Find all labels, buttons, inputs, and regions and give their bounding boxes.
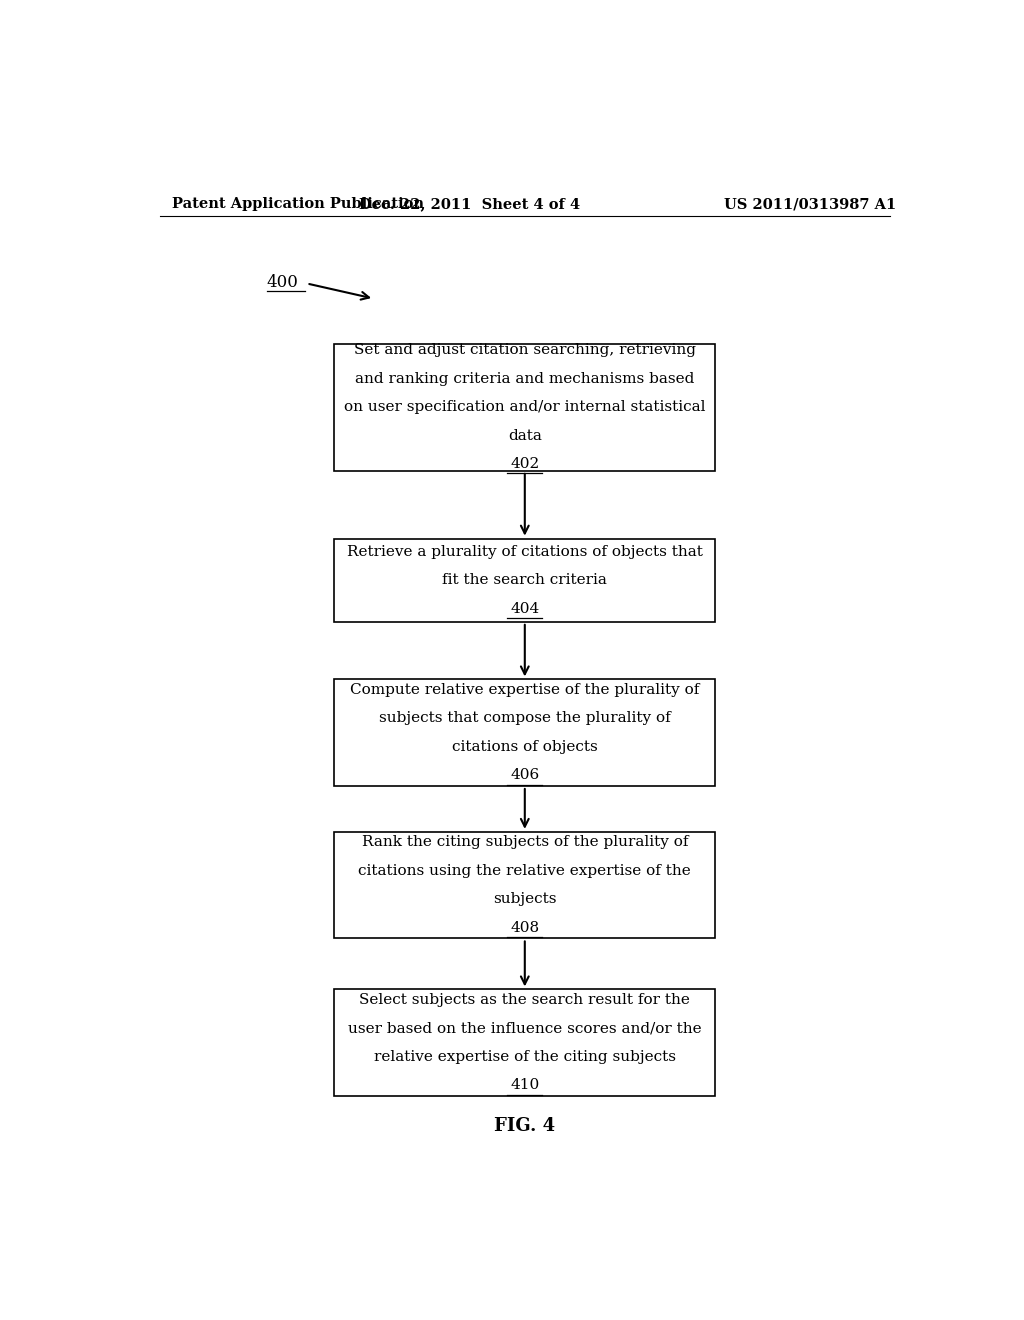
Text: subjects: subjects	[493, 892, 557, 907]
Text: fit the search criteria: fit the search criteria	[442, 573, 607, 587]
Text: Patent Application Publication: Patent Application Publication	[172, 197, 424, 211]
Text: Select subjects as the search result for the: Select subjects as the search result for…	[359, 993, 690, 1007]
Text: 408: 408	[510, 921, 540, 935]
Text: user based on the influence scores and/or the: user based on the influence scores and/o…	[348, 1022, 701, 1035]
FancyBboxPatch shape	[334, 832, 715, 939]
Text: Retrieve a plurality of citations of objects that: Retrieve a plurality of citations of obj…	[347, 545, 702, 558]
Text: 404: 404	[510, 602, 540, 615]
Text: 402: 402	[510, 457, 540, 471]
FancyBboxPatch shape	[334, 539, 715, 622]
Text: US 2011/0313987 A1: US 2011/0313987 A1	[724, 197, 897, 211]
Text: citations of objects: citations of objects	[452, 741, 598, 754]
Text: Compute relative expertise of the plurality of: Compute relative expertise of the plural…	[350, 682, 699, 697]
Text: on user specification and/or internal statistical: on user specification and/or internal st…	[344, 400, 706, 414]
Text: Dec. 22, 2011  Sheet 4 of 4: Dec. 22, 2011 Sheet 4 of 4	[358, 197, 580, 211]
Text: citations using the relative expertise of the: citations using the relative expertise o…	[358, 863, 691, 878]
Text: Rank the citing subjects of the plurality of: Rank the citing subjects of the pluralit…	[361, 836, 688, 850]
Text: data: data	[508, 429, 542, 444]
FancyBboxPatch shape	[334, 989, 715, 1096]
Text: subjects that compose the plurality of: subjects that compose the plurality of	[379, 711, 671, 726]
Text: 400: 400	[267, 275, 299, 290]
Text: 410: 410	[510, 1078, 540, 1093]
Text: and ranking criteria and mechanisms based: and ranking criteria and mechanisms base…	[355, 372, 694, 385]
FancyBboxPatch shape	[334, 680, 715, 785]
Text: 406: 406	[510, 768, 540, 783]
Text: FIG. 4: FIG. 4	[495, 1117, 555, 1135]
Text: Set and adjust citation searching, retrieving: Set and adjust citation searching, retri…	[354, 343, 695, 358]
Text: relative expertise of the citing subjects: relative expertise of the citing subject…	[374, 1049, 676, 1064]
FancyBboxPatch shape	[334, 345, 715, 471]
